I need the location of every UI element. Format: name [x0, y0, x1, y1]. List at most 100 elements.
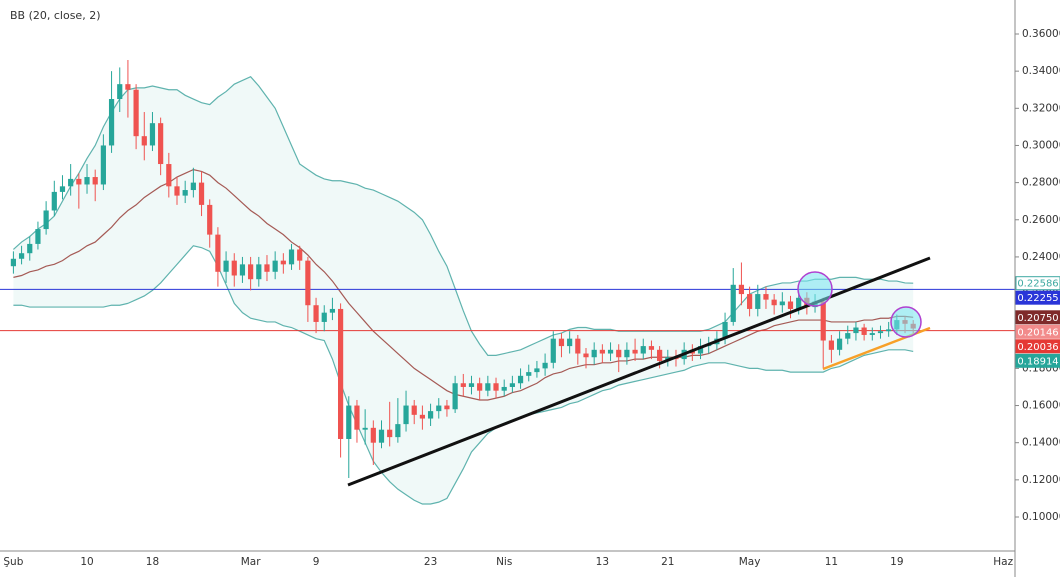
candle-body: [141, 136, 147, 146]
candle-body: [158, 123, 164, 165]
candle-body: [648, 346, 655, 350]
candle-body: [820, 301, 826, 341]
x-tick-label: Mar: [241, 556, 261, 568]
band-line: [12, 75, 914, 356]
candle-body: [125, 84, 131, 90]
x-tick-label: Haz: [993, 556, 1013, 568]
price-tag-label: 0.20146: [1017, 327, 1058, 338]
candle-body: [43, 210, 49, 230]
candle-body: [509, 383, 515, 387]
candle-body: [640, 346, 646, 354]
candle-body: [877, 331, 884, 334]
axes: 0.100000.120000.140000.160000.180000.200…: [3, 28, 1060, 568]
candle-body: [272, 260, 278, 272]
candle-body: [526, 372, 532, 376]
candle-body: [771, 299, 777, 306]
candle-body: [452, 383, 458, 410]
candle-body: [869, 333, 875, 335]
candle-body: [607, 349, 614, 354]
price-tag-label: 0.22586: [1017, 279, 1058, 290]
x-tick-label: Nis: [496, 556, 512, 568]
candle-body: [624, 349, 630, 358]
price-tag: [1015, 339, 1060, 354]
candle-body: [550, 338, 556, 363]
candle-body: [427, 411, 434, 419]
candle-body: [59, 186, 66, 192]
candle-body: [264, 264, 270, 272]
price-tag: [1015, 353, 1060, 368]
candle-body: [108, 99, 115, 146]
candle-body: [84, 177, 90, 185]
price-tag-label: 0.22255: [1017, 293, 1058, 304]
candle-body: [313, 305, 319, 322]
candle-body: [215, 234, 221, 272]
highlight-circle: [797, 271, 833, 307]
price-tag-label: 0.20750: [1017, 313, 1058, 324]
candle-body: [575, 338, 581, 354]
candle-body: [485, 383, 491, 391]
candle-body: [256, 264, 262, 280]
candle-body: [861, 327, 867, 335]
trend-line: [347, 256, 931, 487]
candle-body: [100, 145, 106, 185]
candle-body: [542, 362, 548, 369]
price-tag-label: 0.20036: [1017, 342, 1058, 353]
candle-body: [836, 338, 843, 350]
candle-body: [149, 123, 156, 146]
candle-body: [534, 368, 540, 373]
candle-body: [763, 294, 769, 300]
candle-body: [182, 190, 188, 196]
candle-body: [354, 405, 360, 430]
candle-body: [231, 260, 237, 276]
candle-body: [845, 333, 851, 339]
candle-body: [591, 349, 597, 358]
candle-body: [403, 405, 409, 425]
candle-body: [517, 375, 524, 384]
candle-body: [787, 301, 794, 309]
candle-body: [738, 284, 745, 295]
candle-body: [133, 89, 139, 137]
y-tick-label: 0.36000: [1022, 28, 1060, 40]
candle-body: [35, 229, 41, 244]
candle-body: [599, 349, 605, 354]
candle-body: [305, 260, 311, 306]
candle-body: [567, 338, 573, 347]
x-tick-label: 18: [146, 556, 159, 568]
price-tag-label: 0.18914: [1017, 356, 1058, 367]
band-fill: [13, 76, 914, 504]
candle-body: [338, 308, 344, 439]
candle-body: [288, 249, 295, 265]
candle-body: [395, 424, 401, 438]
candle-body: [378, 429, 385, 443]
candle-body: [223, 260, 229, 272]
candle-body: [76, 178, 82, 185]
candle-body: [828, 340, 834, 350]
candle-body: [853, 327, 859, 334]
candle-body: [190, 182, 196, 191]
candle-body: [583, 353, 589, 358]
candle-body: [297, 249, 303, 261]
candle-body: [796, 297, 802, 309]
x-tick-label: 10: [80, 556, 93, 568]
x-tick-label: 11: [825, 556, 838, 568]
candle-body: [755, 294, 761, 309]
candle-body: [346, 405, 352, 439]
candle-body: [321, 312, 327, 322]
candle-body: [248, 264, 254, 280]
candle-body: [493, 383, 499, 391]
x-tick-label: May: [739, 556, 761, 568]
candle-body: [747, 294, 753, 309]
band-line: [13, 168, 914, 401]
candle-body: [657, 349, 663, 361]
candle-body: [18, 253, 25, 259]
band-line: [13, 245, 914, 505]
